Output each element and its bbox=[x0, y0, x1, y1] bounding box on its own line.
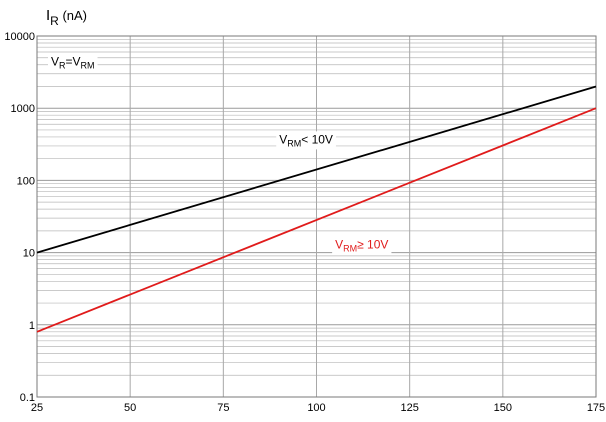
annotation-text: VRM≥ 10V bbox=[335, 237, 388, 253]
y-tick-label: 1000 bbox=[11, 103, 35, 115]
x-tick-label: 150 bbox=[494, 402, 512, 414]
annotation-text: VR=VRM bbox=[51, 55, 95, 71]
annotations: VR=VRM VRM< 10V VRM≥ 10V bbox=[48, 53, 392, 255]
plot-frame bbox=[36, 35, 597, 398]
series-lines bbox=[36, 85, 597, 333]
y-tick-label: 1 bbox=[29, 320, 35, 332]
annotation-3: VRM≥ 10V bbox=[332, 236, 392, 255]
annotation-1: VR=VRM bbox=[48, 53, 98, 72]
series-line-1 bbox=[36, 85, 597, 254]
annotation-bg bbox=[332, 236, 392, 255]
x-tick-label: 75 bbox=[217, 402, 229, 414]
y-tick-label: 100 bbox=[17, 175, 35, 187]
y-axis-ticks: 0.1 1 10 100 1000 10000 bbox=[4, 31, 35, 404]
annotation-2: VRM< 10V bbox=[276, 131, 336, 150]
y-tick-label: 10 bbox=[23, 248, 35, 260]
y-tick-label: 0.1 bbox=[20, 392, 35, 404]
x-tick-label: 100 bbox=[307, 402, 325, 414]
x-tick-label: 25 bbox=[31, 402, 43, 414]
y-axis-label: IR (nA) bbox=[46, 7, 87, 28]
x-tick-label: 125 bbox=[400, 402, 418, 414]
annotation-box bbox=[48, 53, 98, 72]
series-line-2 bbox=[36, 107, 597, 333]
annotation-bg bbox=[276, 131, 336, 150]
x-axis-ticks: 25 50 75 100 125 150 175 bbox=[31, 402, 605, 414]
x-tick-label: 50 bbox=[124, 402, 136, 414]
grid bbox=[36, 35, 597, 398]
y-tick-label: 10000 bbox=[4, 31, 35, 43]
annotation-text: VRM< 10V bbox=[279, 132, 333, 148]
x-tick-label: 175 bbox=[587, 402, 605, 414]
